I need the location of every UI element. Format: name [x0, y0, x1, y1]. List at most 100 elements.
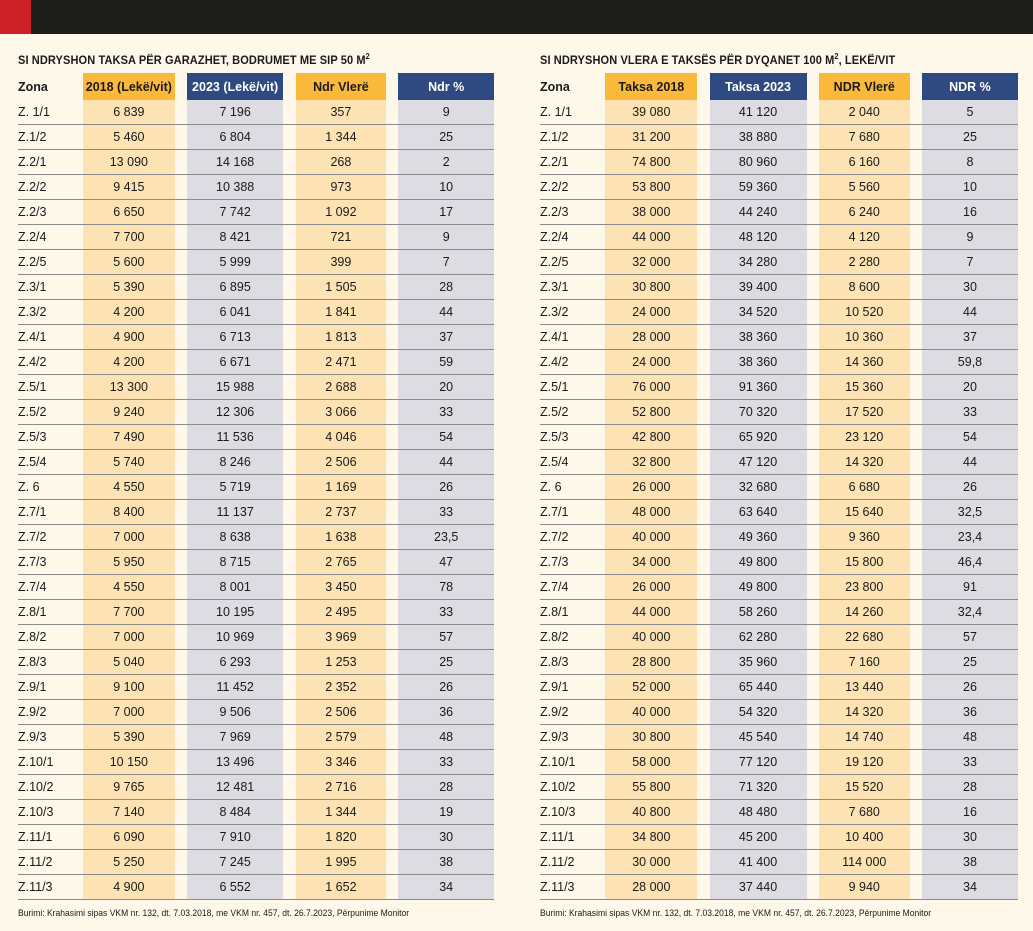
zone-cell: Z.10/3 — [18, 799, 84, 825]
zone-cell: Z.11/1 — [540, 824, 606, 850]
value-2018-cell: 9 240 — [83, 399, 175, 425]
table-row: Z.2/4 7 700 8 421 721 9 — [18, 224, 494, 250]
zone-cell: Z.3/2 — [18, 299, 84, 325]
value-2023-cell: 34 520 — [709, 299, 807, 325]
zone-cell: Z.10/1 — [18, 749, 84, 775]
value-2018-cell: 5 250 — [83, 849, 175, 875]
zone-cell: Z.11/1 — [18, 824, 84, 850]
value-2018-cell: 7 490 — [83, 424, 175, 450]
table-row: Z.2/1 74 800 80 960 6 160 8 — [540, 149, 1018, 175]
table-row: Z.7/2 40 000 49 360 9 360 23,4 — [540, 524, 1018, 550]
shop-source-note: Burimi: Krahasimi sipas VKM nr. 132, dt.… — [540, 908, 932, 919]
zone-cell: Z.8/1 — [540, 599, 606, 625]
value-2018-cell: 7 000 — [83, 699, 175, 725]
table-row: Z.11/1 6 090 7 910 1 820 30 — [18, 824, 494, 850]
value-2018-cell: 5 390 — [83, 274, 175, 300]
value-2018-cell: 13 090 — [83, 149, 175, 175]
value-2023-cell: 6 713 — [186, 324, 284, 350]
change-percent-cell: 33 — [398, 599, 494, 625]
change-value-cell: 1 092 — [295, 199, 387, 225]
change-value-cell: 357 — [295, 100, 387, 125]
value-2018-cell: 9 765 — [83, 774, 175, 800]
zone-cell: Z.11/2 — [540, 849, 606, 875]
value-2023-cell: 7 196 — [186, 100, 284, 125]
value-2023-cell: 9 506 — [186, 699, 284, 725]
value-2023-cell: 14 168 — [186, 149, 284, 175]
table-row: Z.4/1 4 900 6 713 1 813 37 — [18, 324, 494, 350]
change-percent-cell: 91 — [921, 574, 1018, 600]
zone-cell: Z.1/2 — [540, 124, 606, 150]
table-row: Z.8/2 7 000 10 969 3 969 57 — [18, 624, 494, 650]
zone-cell: Z.5/2 — [540, 399, 606, 425]
zone-cell: Z.9/2 — [540, 699, 606, 725]
value-2023-cell: 37 440 — [709, 874, 807, 900]
zone-cell: Z.11/3 — [18, 874, 84, 900]
zone-cell: Z.7/3 — [540, 549, 606, 575]
header-ndr-percent: Ndr % — [398, 73, 494, 100]
zone-cell: Z.11/3 — [540, 874, 606, 900]
zone-cell: Z.2/5 — [540, 249, 606, 275]
change-value-cell: 15 520 — [818, 774, 910, 800]
zone-cell: Z.2/5 — [18, 249, 84, 275]
change-value-cell: 10 360 — [818, 324, 910, 350]
zone-cell: Z.5/4 — [18, 449, 84, 475]
change-percent-cell: 54 — [398, 424, 494, 450]
zone-cell: Z.8/3 — [540, 649, 606, 675]
change-value-cell: 22 680 — [818, 624, 910, 650]
change-value-cell: 1 652 — [295, 874, 387, 900]
value-2018-cell: 40 000 — [605, 524, 698, 550]
header-ndr-vlere: Ndr Vlerë — [295, 73, 387, 100]
value-2023-cell: 65 440 — [709, 674, 807, 700]
table-row: Z.11/3 4 900 6 552 1 652 34 — [18, 874, 494, 900]
value-2023-cell: 38 360 — [709, 324, 807, 350]
header-2018: 2018 (Lekë/vit) — [83, 73, 175, 100]
zone-cell: Z.9/3 — [18, 724, 84, 750]
change-percent-cell: 25 — [921, 124, 1018, 150]
change-value-cell: 268 — [295, 149, 387, 175]
change-percent-cell: 25 — [398, 124, 494, 150]
change-percent-cell: 9 — [398, 100, 494, 125]
value-2023-cell: 12 481 — [186, 774, 284, 800]
table-row: Z.11/3 28 000 37 440 9 940 34 — [540, 874, 1018, 900]
value-2023-cell: 41 120 — [709, 100, 807, 125]
table-row: Z.10/2 55 800 71 320 15 520 28 — [540, 774, 1018, 800]
zone-cell: Z.7/3 — [18, 549, 84, 575]
value-2018-cell: 10 150 — [83, 749, 175, 775]
change-percent-cell: 10 — [921, 174, 1018, 200]
change-value-cell: 2 495 — [295, 599, 387, 625]
value-2018-cell: 5 040 — [83, 649, 175, 675]
change-value-cell: 23 800 — [818, 574, 910, 600]
table-row: Z.9/3 30 800 45 540 14 740 48 — [540, 724, 1018, 750]
change-value-cell: 15 640 — [818, 499, 910, 525]
table-row: Z.8/1 7 700 10 195 2 495 33 — [18, 599, 494, 625]
table-row: Z.3/1 5 390 6 895 1 505 28 — [18, 274, 494, 300]
change-percent-cell: 57 — [921, 624, 1018, 650]
table-row: Z.2/2 53 800 59 360 5 560 10 — [540, 174, 1018, 200]
change-value-cell: 5 560 — [818, 174, 910, 200]
value-2023-cell: 8 001 — [186, 574, 284, 600]
value-2023-cell: 47 120 — [709, 449, 807, 475]
change-value-cell: 1 253 — [295, 649, 387, 675]
zone-cell: Z.3/1 — [540, 274, 606, 300]
change-percent-cell: 23,4 — [921, 524, 1018, 550]
change-percent-cell: 25 — [921, 649, 1018, 675]
change-percent-cell: 5 — [921, 100, 1018, 125]
value-2018-cell: 5 950 — [83, 549, 175, 575]
shop-table-body: Z. 1/1 39 080 41 120 2 040 5 Z.1/2 31 200 38 88… — [540, 100, 1018, 900]
zone-cell: Z.2/1 — [540, 149, 606, 175]
table-row: Z.10/2 9 765 12 481 2 716 28 — [18, 774, 494, 800]
value-2018-cell: 40 000 — [605, 699, 698, 725]
table-row: Z.5/3 7 490 11 536 4 046 54 — [18, 424, 494, 450]
table-row: Z.8/2 40 000 62 280 22 680 57 — [540, 624, 1018, 650]
zone-cell: Z.9/3 — [540, 724, 606, 750]
value-2023-cell: 11 452 — [186, 674, 284, 700]
change-percent-cell: 36 — [398, 699, 494, 725]
value-2018-cell: 9 415 — [83, 174, 175, 200]
value-2018-cell: 26 000 — [605, 574, 698, 600]
value-2018-cell: 44 000 — [605, 224, 698, 250]
table-row: Z.3/2 24 000 34 520 10 520 44 — [540, 299, 1018, 325]
garage-tax-table: Zona 2018 (Lekë/vit) 2023 (Lekë/vit) Ndr… — [18, 73, 494, 900]
zone-cell: Z. 1/1 — [18, 100, 84, 125]
value-2023-cell: 6 895 — [186, 274, 284, 300]
value-2018-cell: 30 800 — [605, 724, 698, 750]
